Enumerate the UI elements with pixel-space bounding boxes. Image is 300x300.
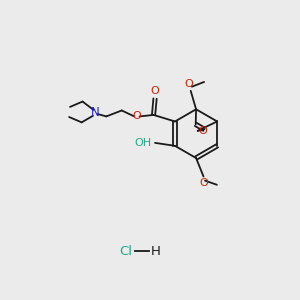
Text: O: O xyxy=(151,85,159,96)
Text: O: O xyxy=(199,126,207,136)
Text: O: O xyxy=(133,111,142,122)
Text: H: H xyxy=(150,244,160,258)
Text: OH: OH xyxy=(134,138,151,148)
Text: Cl: Cl xyxy=(120,244,133,258)
Text: O: O xyxy=(200,178,208,188)
Text: N: N xyxy=(91,106,99,119)
Text: O: O xyxy=(185,80,194,89)
